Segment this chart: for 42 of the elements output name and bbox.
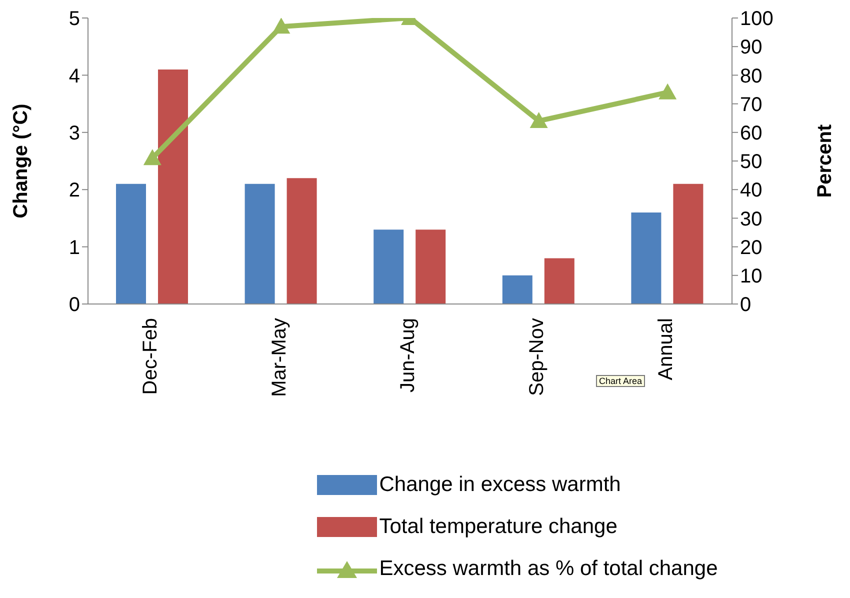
y2-tick-label: 90 <box>740 36 762 59</box>
bar <box>544 258 574 304</box>
y-tick-label: 2 <box>68 180 80 202</box>
text: Chart Area <box>596 375 646 387</box>
x-tick-label: Jun-Aug <box>397 318 420 392</box>
bar <box>116 184 146 304</box>
point <box>658 83 677 100</box>
legend-label: Excess warmth as % of total change <box>379 557 718 581</box>
y-tick-label: 0 <box>68 294 80 316</box>
y2-tick-label: 100 <box>740 8 774 30</box>
y2-tick-label: 20 <box>740 236 762 259</box>
bar <box>673 184 704 304</box>
y2-tick-label: 70 <box>740 94 762 116</box>
legend-label: Change in excess warmth <box>379 473 621 497</box>
point <box>530 112 548 128</box>
y-tick-label: 4 <box>68 65 80 88</box>
x-tick-label: Dec-Feb <box>140 318 162 395</box>
y2-tick-label: 40 <box>740 180 762 202</box>
y2-tick-label: 60 <box>740 122 762 144</box>
bar <box>502 275 532 304</box>
bar <box>286 178 317 304</box>
y-axis-title: Change (°C) <box>10 104 32 218</box>
bar <box>631 212 662 304</box>
y-tick-label: 5 <box>68 8 80 30</box>
bar <box>374 230 404 304</box>
y2-axis-title: Percent <box>814 124 836 198</box>
point <box>143 149 162 166</box>
y-tick-label: 1 <box>68 236 80 259</box>
y2-tick-label: 30 <box>740 208 762 230</box>
bar <box>158 69 188 304</box>
legend-label: Total temperature change <box>379 515 618 539</box>
bar <box>244 184 275 304</box>
y2-tick-label: 10 <box>740 266 762 288</box>
y2-tick-label: 0 <box>740 294 752 316</box>
point <box>272 18 290 34</box>
y-tick-label: 3 <box>68 122 80 144</box>
y2-tick-label: 50 <box>740 151 762 174</box>
x-tick-label: Annual <box>654 318 677 380</box>
x-tick-label: Mar-May <box>268 318 290 397</box>
bar <box>416 230 446 304</box>
x-tick-label: Sep-Nov <box>526 318 548 396</box>
y2-tick-label: 80 <box>740 65 762 88</box>
